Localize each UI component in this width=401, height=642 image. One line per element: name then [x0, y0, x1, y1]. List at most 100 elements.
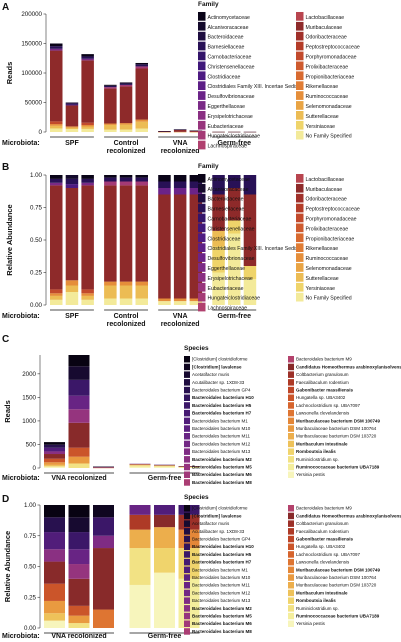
bar-segment [189, 188, 203, 195]
legend-swatch [184, 574, 190, 581]
legend-swatch [198, 111, 206, 120]
legend-swatch [184, 528, 190, 535]
group-label: VNA recolonized [51, 475, 106, 482]
bar-segment [81, 175, 94, 179]
y-tick-label: 200000 [21, 11, 42, 18]
legend-label: Bacteroidales bacterium M10 [192, 426, 251, 431]
legend-swatch [198, 233, 206, 243]
legend-swatch [296, 31, 304, 41]
legend-swatch [288, 520, 294, 527]
bar-segment [104, 124, 117, 130]
legend-label: Acutalibacter sp. 1XD8-33 [192, 380, 245, 385]
legend-swatch [198, 140, 206, 150]
bar-segment [93, 609, 114, 628]
group-label-line2: recolonized [107, 321, 146, 328]
legend-swatch [184, 386, 190, 394]
bar-segment [104, 175, 117, 178]
legend-label: Candidatus Homeothermus arabinoxylanisol… [296, 513, 401, 518]
legend-swatch [288, 620, 294, 627]
legend-label: Ruminococcaceae bacterium UBA7189 [296, 614, 380, 619]
legend-swatch [296, 61, 304, 71]
legend-label: Bacteroidales bacterium M6 [192, 621, 252, 626]
legend-label: Bacteroidales bacterium M5 [192, 614, 252, 619]
bar-segment [44, 532, 65, 550]
legend-title: Species [184, 494, 209, 501]
bar-segment [135, 298, 148, 305]
legend-swatch [198, 91, 206, 100]
bar-segment [65, 129, 79, 132]
legend-swatch [288, 371, 294, 378]
legend-swatch [198, 101, 206, 110]
legend-swatch [296, 243, 304, 252]
y-axis-label: Reads [3, 400, 12, 423]
bar-segment [50, 125, 63, 129]
bar-segment [119, 82, 133, 84]
group-label: VNA [173, 140, 188, 147]
bar-segment [44, 454, 65, 459]
legend-label: Bacteroidales bacterium H7 [192, 411, 252, 416]
legend-swatch [184, 417, 190, 425]
legend-swatch [296, 253, 304, 262]
panel-letter: C [2, 334, 9, 345]
legend-label: Bacteroidales bacterium M9 [296, 506, 352, 511]
legend-swatch [288, 386, 294, 394]
bar-segment [68, 517, 90, 533]
panel-c: C 0 500 1000 1500 2000 Reads VNA recolonized Ger… [2, 334, 401, 486]
legend-swatch [296, 213, 304, 223]
legend-label: Peptostreptococcaceae [306, 207, 360, 213]
bar-segment [50, 50, 63, 122]
bar-segment [93, 535, 114, 549]
legend-label: Hungatella sp. UBA3402 [296, 395, 346, 400]
bar-segment [154, 548, 175, 573]
bar-segment [44, 464, 65, 467]
bar-segment [129, 466, 151, 468]
bar-segment [189, 298, 203, 302]
legend-swatch [198, 223, 206, 233]
bar-segment [68, 366, 90, 380]
bar-segment [68, 549, 90, 565]
legend-swatch [288, 440, 294, 448]
legend-swatch [296, 282, 304, 292]
bar-segment [212, 272, 225, 305]
legend-label: Coltbacterium granulosum [296, 372, 349, 377]
y-tick-label: 0 [33, 465, 37, 472]
legend-label: Bacteroidales bacterium M12 [192, 590, 251, 595]
legend-label: Propionibacteriaceae [306, 74, 355, 80]
legend-label: Bacteroidaceae [208, 197, 244, 203]
legend-swatch [198, 292, 206, 302]
legend-swatch [296, 183, 304, 193]
y-tick-label: 0.50 [24, 564, 37, 571]
bar-segment [65, 280, 79, 286]
legend-swatch [288, 505, 294, 512]
y-axis-label: Reads [5, 62, 14, 85]
bar-segment [65, 175, 79, 179]
group-label: VNA [173, 313, 188, 320]
legend-label: Acutalibacter sp. 1XD8-33 [192, 529, 245, 534]
legend-label: [Clostridium] clostridioforme [192, 506, 248, 511]
bar-segment [243, 279, 257, 305]
legend-label: Barnesiellaceae [208, 45, 245, 51]
y-tick-label: 1000 [22, 418, 36, 425]
microbiota-prefix: Microbiota: [2, 140, 40, 147]
legend-label: Faecalibaculum rodentium [296, 529, 349, 534]
bar-segment [119, 285, 133, 299]
bar-segment [50, 128, 63, 132]
bar-segment [50, 48, 63, 51]
legend-swatch [288, 582, 294, 589]
bar-segment [65, 105, 79, 127]
bar-segment [65, 184, 79, 188]
legend-label: Prolixibacteraceae [306, 64, 349, 70]
legend-swatch [288, 363, 294, 371]
legend-swatch [184, 558, 190, 566]
bar-segment [44, 505, 65, 518]
legend-label: Porphyromonadaceae [306, 55, 357, 61]
legend-label: Bacteroidales bacterium M9 [296, 357, 352, 362]
bar-segment [135, 62, 148, 65]
legend-swatch [296, 130, 304, 140]
legend-label: Lawsonella clevelandensis [296, 560, 350, 565]
legend-label: Muribaculum intestinale [296, 441, 348, 446]
bar-segment [189, 130, 203, 132]
legend-swatch [184, 409, 190, 417]
bar-segment [135, 119, 148, 122]
legend-label: Christensenellaceae [208, 226, 255, 232]
